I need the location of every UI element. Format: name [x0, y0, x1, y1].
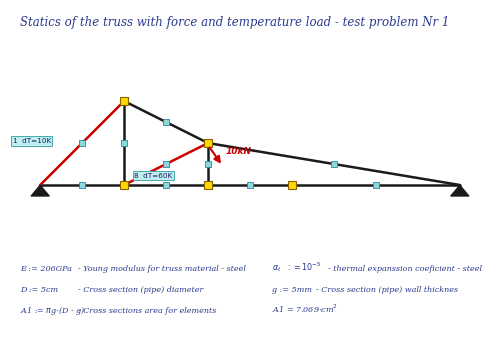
Text: g := 5mm: g := 5mm	[272, 286, 312, 294]
FancyBboxPatch shape	[120, 97, 128, 105]
FancyBboxPatch shape	[288, 181, 296, 189]
FancyBboxPatch shape	[120, 181, 128, 189]
FancyBboxPatch shape	[248, 182, 252, 188]
FancyBboxPatch shape	[122, 140, 127, 146]
FancyBboxPatch shape	[331, 161, 336, 167]
Text: Statics of the truss with force and temperature load - test problem Nr 1: Statics of the truss with force and temp…	[20, 16, 450, 29]
Text: 8  dT=60K: 8 dT=60K	[134, 173, 172, 179]
FancyBboxPatch shape	[164, 119, 169, 125]
Polygon shape	[31, 185, 50, 196]
Polygon shape	[450, 185, 469, 196]
FancyBboxPatch shape	[373, 182, 378, 188]
Text: - thermal expanssion coeficient - steel: - thermal expanssion coeficient - steel	[328, 265, 482, 273]
Text: - Cross section (pipe) diameter: - Cross section (pipe) diameter	[78, 286, 203, 294]
FancyBboxPatch shape	[204, 139, 212, 147]
Text: D := 5cm: D := 5cm	[20, 286, 58, 294]
Text: A1 := $\pi$g$\cdot$(D - g): A1 := $\pi$g$\cdot$(D - g)	[20, 305, 86, 317]
FancyBboxPatch shape	[80, 182, 85, 188]
Text: - Cross section (pipe) wall thicknes: - Cross section (pipe) wall thicknes	[316, 286, 458, 294]
Text: - Cross sections area for elements: - Cross sections area for elements	[78, 307, 216, 315]
FancyBboxPatch shape	[164, 161, 169, 167]
FancyBboxPatch shape	[206, 161, 211, 167]
Text: A1 = 7.069$\cdot$cm$^2$: A1 = 7.069$\cdot$cm$^2$	[272, 303, 338, 315]
Text: E := 206GPa: E := 206GPa	[20, 265, 72, 273]
FancyBboxPatch shape	[164, 182, 169, 188]
Text: - Young modulus for truss material - steel: - Young modulus for truss material - ste…	[78, 265, 245, 273]
FancyBboxPatch shape	[204, 181, 212, 189]
FancyBboxPatch shape	[80, 140, 85, 146]
Text: $\alpha_t$: $\alpha_t$	[272, 264, 282, 274]
Text: $:= 10^{-5}$: $:= 10^{-5}$	[286, 261, 322, 273]
Text: 1  dT=10K: 1 dT=10K	[12, 138, 51, 144]
Text: 10kN: 10kN	[226, 147, 252, 155]
